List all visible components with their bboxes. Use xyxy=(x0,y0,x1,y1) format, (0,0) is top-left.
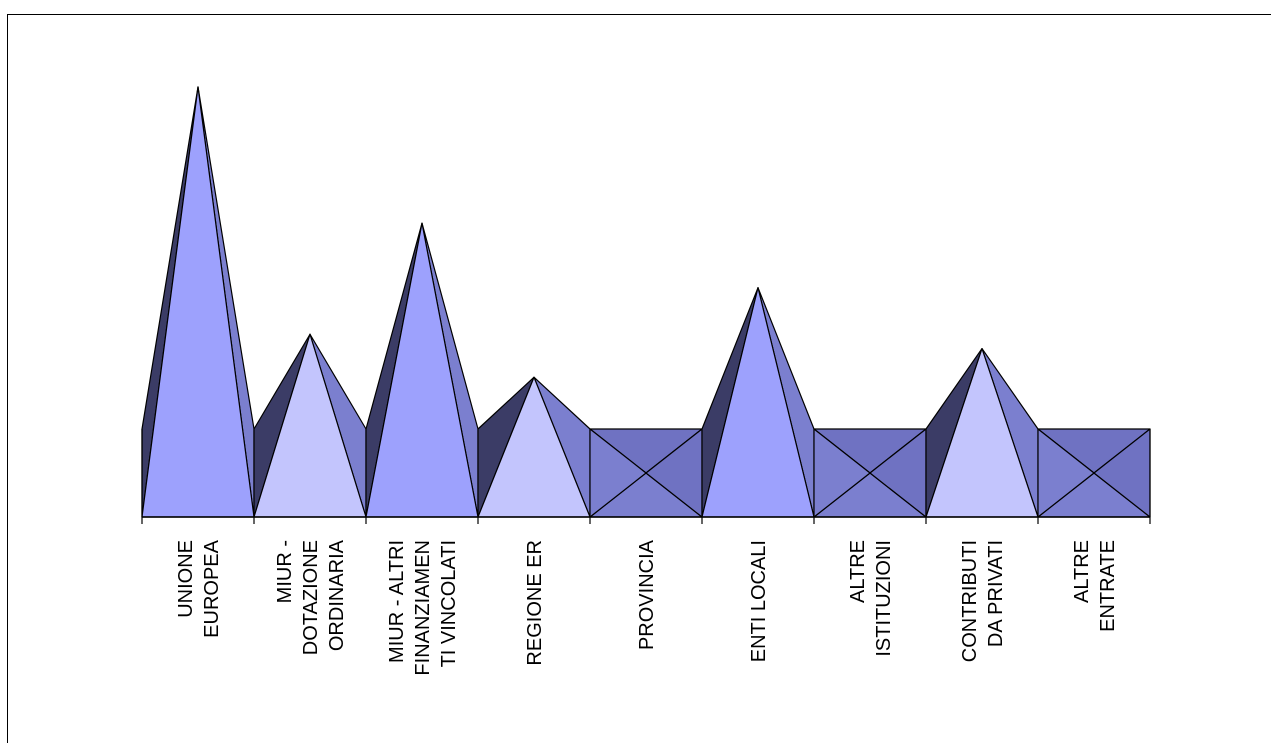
category-label-line: MIUR - xyxy=(274,540,296,603)
category-label: CONTRIBUTI DA PRIVATI xyxy=(959,540,1007,662)
category-label: ENTI LOCALI xyxy=(748,540,770,662)
category-label-line: DA PRIVATI xyxy=(985,540,1007,647)
category-label: PROVINCIA xyxy=(636,539,658,650)
bar-1-front-face xyxy=(141,86,255,518)
category-label-line: CONTRIBUTI xyxy=(959,540,981,662)
category-label-line: EUROPEA xyxy=(201,539,223,637)
category-label-line: ORDINARIA xyxy=(326,539,348,651)
category-label-line: REGIONE ER xyxy=(524,540,546,666)
category-label: MIUR - ALTRI FINANZIAMEN TI VINCOLATI xyxy=(386,540,460,676)
chart-frame xyxy=(7,14,1271,743)
category-label-line: ENTI LOCALI xyxy=(748,540,770,662)
category-label-line: DOTAZIONE xyxy=(300,540,322,655)
category-label: UNIONE EUROPEA xyxy=(175,539,223,637)
category-label-line: ISTITUZIONI xyxy=(873,540,895,657)
category-label: REGIONE ER xyxy=(524,540,546,666)
category-label-line: ALTRE xyxy=(1071,540,1093,603)
category-label-line: UNIONE xyxy=(175,540,197,618)
bar-7-left-face xyxy=(813,428,871,518)
bar-5-left-face xyxy=(589,428,647,518)
category-label-line: PROVINCIA xyxy=(636,539,658,650)
category-label-line: MIUR - ALTRI xyxy=(386,540,408,663)
category-label-line: TI VINCOLATI xyxy=(438,540,460,667)
category-label: ALTRE ENTRATE xyxy=(1071,540,1119,632)
category-label: ALTRE ISTITUZIONI xyxy=(847,540,895,657)
category-label-line: ALTRE xyxy=(847,540,869,603)
category-label-line: ENTRATE xyxy=(1097,540,1119,632)
category-label: MIUR - DOTAZIONE ORDINARIA xyxy=(274,539,348,655)
bar-9-left-face xyxy=(1037,428,1095,518)
category-label-line: FINANZIAMEN xyxy=(412,540,434,676)
